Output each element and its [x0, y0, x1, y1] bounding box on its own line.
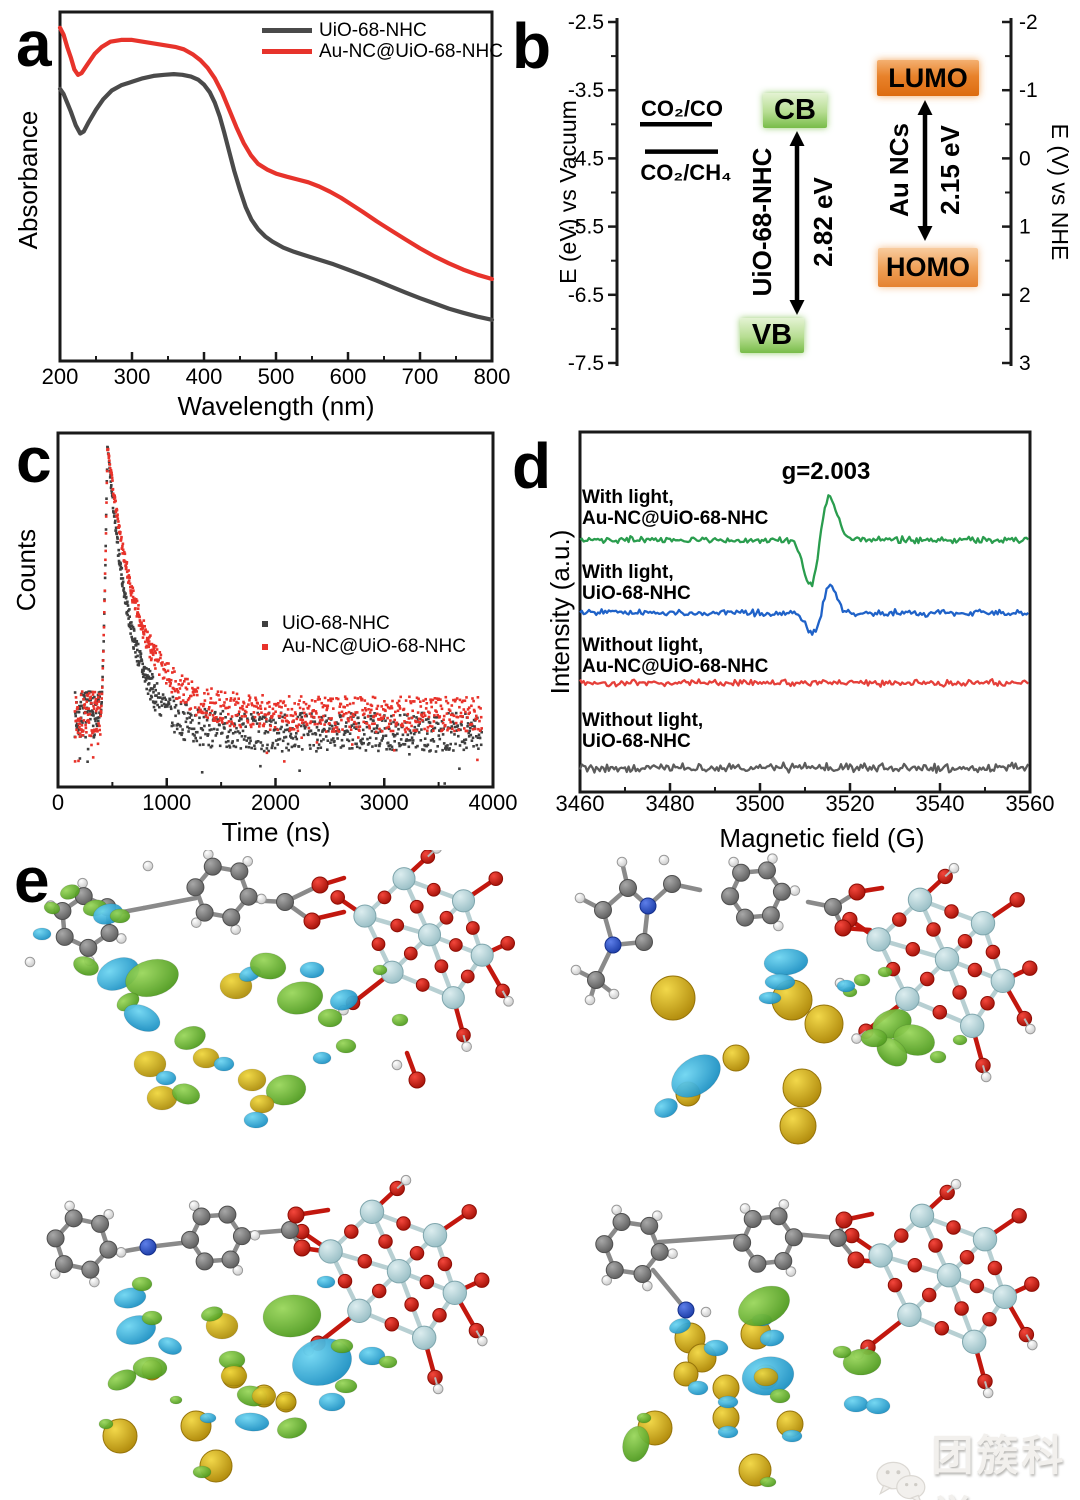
d-trace-label-1: With light, Au-NC@UiO-68-NHC [582, 487, 769, 529]
panel-letter-b: b [512, 10, 552, 82]
a-legend: UiO-68-NHC Au-NC@UiO-68-NHC [262, 20, 503, 62]
c-legend-item-1: UiO-68-NHC [258, 612, 466, 635]
c-legend-label-1: UiO-68-NHC [282, 612, 390, 634]
svg-text:400: 400 [186, 364, 223, 389]
svg-text:3560: 3560 [1006, 791, 1055, 816]
svg-text:-6.5: -6.5 [568, 284, 604, 307]
svg-text:800: 800 [474, 364, 511, 389]
svg-text:-3.5: -3.5 [568, 79, 604, 102]
svg-text:3480: 3480 [646, 791, 695, 816]
svg-text:-4.5: -4.5 [568, 147, 604, 170]
tcspc-decay-chart: 0 1000 2000 3000 4000 [52, 431, 518, 815]
svg-text:4000: 4000 [469, 790, 518, 815]
a-yaxis-title: Absorbance [13, 110, 43, 250]
molecular-scene-2 [570, 853, 1038, 1145]
svg-text:500: 500 [258, 364, 295, 389]
d-trace-label-2: With light, UiO-68-NHC [582, 562, 691, 604]
a-xaxis-title: Wavelength (nm) [177, 391, 375, 421]
svg-text:-2.5: -2.5 [568, 11, 604, 34]
uvvis-spectrum-chart: 200 300 400 500 600 700 800 [42, 10, 511, 389]
b-left-axis-title: E (eV) vs Vacuum [555, 100, 581, 284]
molecular-scene-3 [46, 1174, 490, 1483]
d-yaxis-title: Intensity (a.u.) [545, 529, 575, 695]
epr-spectra-chart: 3460 3480 3500 3520 3540 3560 [556, 430, 1055, 816]
molecular-scene-1 [24, 850, 516, 1129]
panel-letter-d: d [512, 430, 552, 502]
c-yaxis-title: Counts [11, 528, 41, 612]
svg-text:-5.5: -5.5 [568, 216, 604, 239]
c-legend-item-2: Au-NC@UiO-68-NHC [258, 635, 466, 658]
b-homo-box: HOMO [878, 248, 978, 287]
svg-text:2: 2 [1019, 284, 1031, 307]
a-legend-swatch-2 [262, 49, 312, 54]
svg-text:0: 0 [52, 790, 64, 815]
d-trace-label-4: Without light, UiO-68-NHC [582, 710, 704, 752]
b-lumo-box: LUMO [877, 60, 979, 96]
energy-level-diagram: -2.5 -3.5 -4.5 -5.5 -6.5 -7.5 -2 -1 0 1 2 3 [568, 11, 1038, 375]
svg-text:-7.5: -7.5 [568, 352, 604, 375]
c-xaxis-title: Time (ns) [221, 817, 331, 847]
panel-letter-e: e [14, 844, 50, 916]
d-g-value-annotation: g=2.003 [781, 458, 871, 485]
d-trace-label-3: Without light, Au-NC@UiO-68-NHC [582, 635, 769, 677]
watermark-text: 团簇科学 [931, 1432, 1067, 1500]
wechat-icon [876, 1461, 926, 1500]
a-legend-swatch-1 [262, 28, 312, 33]
svg-text:2000: 2000 [251, 790, 300, 815]
b-mof-gap-label: 2.82 eV [807, 177, 838, 267]
svg-text:3000: 3000 [360, 790, 409, 815]
a-legend-item-1: UiO-68-NHC [262, 20, 503, 41]
b-co2-ch4-label: CO₂/CH₄ [640, 160, 732, 185]
b-aunc-name-label: Au NCs [883, 123, 914, 217]
svg-text:700: 700 [402, 364, 439, 389]
b-co2-co-label: CO₂/CO [641, 96, 723, 121]
c-legend-label-2: Au-NC@UiO-68-NHC [282, 635, 466, 657]
panel-letter-c: c [16, 424, 52, 496]
watermark: 团簇科学 [872, 1422, 1080, 1500]
svg-text:0: 0 [1019, 147, 1031, 170]
svg-text:3540: 3540 [916, 791, 965, 816]
b-right-axis-title: E (V) vs NHE [1047, 123, 1073, 261]
a-legend-label-1: UiO-68-NHC [319, 19, 427, 41]
panel-letter-a: a [16, 8, 52, 80]
svg-text:3460: 3460 [556, 791, 605, 816]
svg-text:200: 200 [42, 364, 79, 389]
a-legend-item-2: Au-NC@UiO-68-NHC [262, 41, 503, 62]
svg-text:300: 300 [114, 364, 151, 389]
svg-text:3: 3 [1019, 352, 1031, 375]
c-legend-marker-2 [262, 643, 268, 650]
c-legend: UiO-68-NHC Au-NC@UiO-68-NHC [258, 612, 466, 658]
svg-text:-1: -1 [1019, 79, 1038, 102]
c-legend-marker-1 [262, 620, 268, 627]
svg-text:1000: 1000 [142, 790, 191, 815]
svg-text:3520: 3520 [826, 791, 875, 816]
b-aunc-gap-label: 2.15 eV [934, 125, 965, 215]
svg-text:600: 600 [330, 364, 367, 389]
d-xaxis-title: Magnetic field (G) [719, 823, 925, 853]
svg-text:3500: 3500 [736, 791, 785, 816]
molecular-scene-4 [595, 1178, 1040, 1488]
b-vb-box: VB [740, 318, 804, 353]
svg-text:-2: -2 [1019, 11, 1038, 34]
b-cb-box: CB [763, 93, 827, 128]
a-legend-label-2: Au-NC@UiO-68-NHC [319, 40, 503, 62]
b-mof-name-label: UiO-68-NHC [746, 147, 777, 297]
svg-text:1: 1 [1019, 216, 1031, 239]
